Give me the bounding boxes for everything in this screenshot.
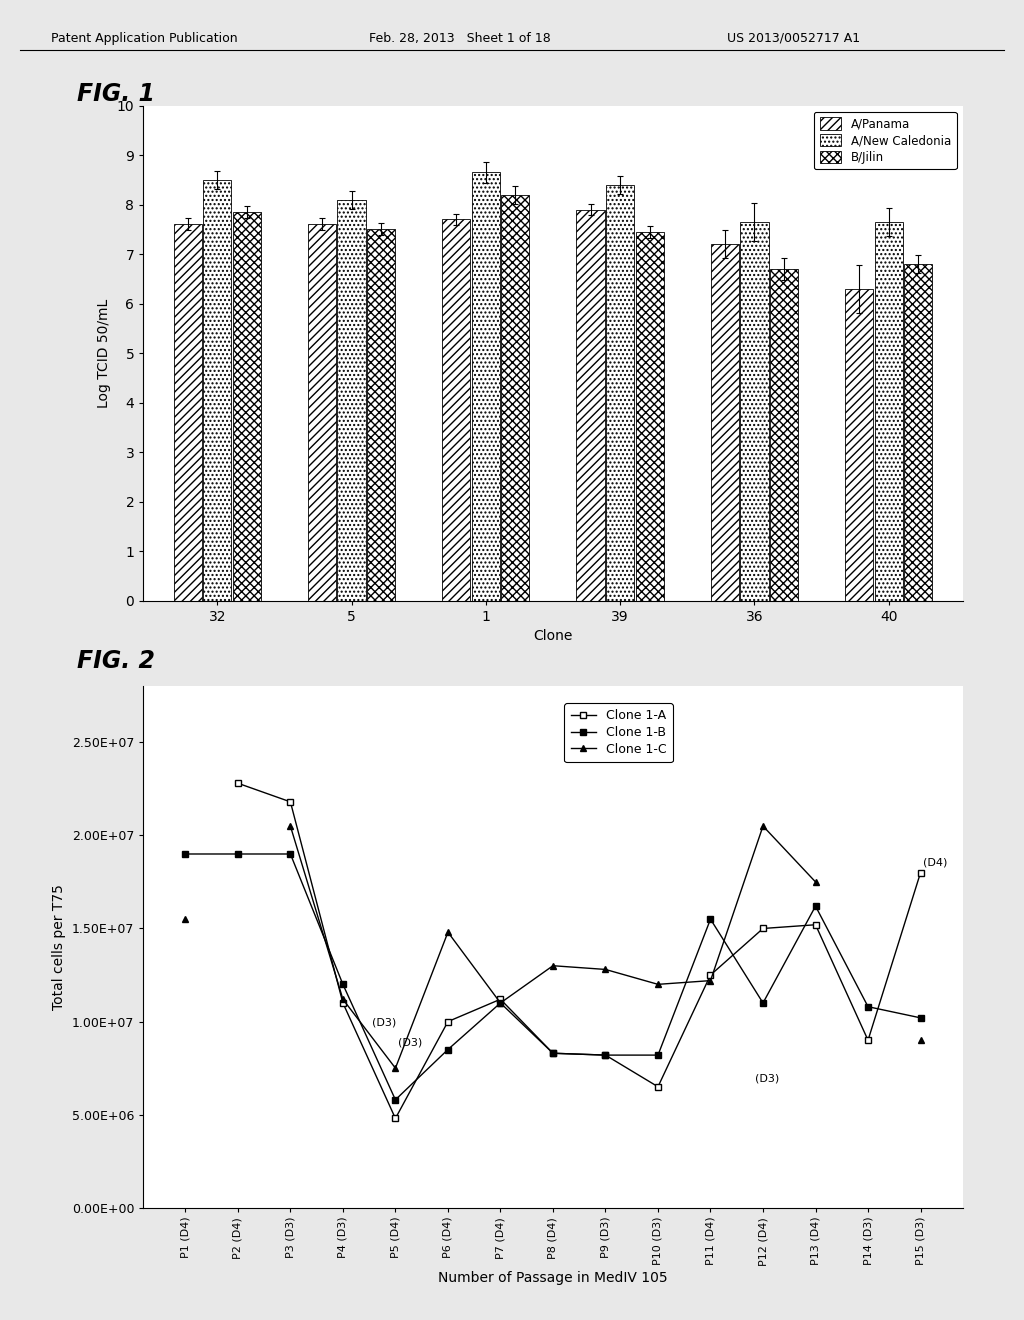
Clone 1-A	[757, 920, 769, 936]
Clone 1-A	[231, 775, 244, 791]
Clone 1-A	[705, 968, 717, 983]
Text: Feb. 28, 2013   Sheet 1 of 18: Feb. 28, 2013 Sheet 1 of 18	[369, 32, 550, 45]
Legend: Clone 1-A, Clone 1-B, Clone 1-C: Clone 1-A, Clone 1-B, Clone 1-C	[564, 704, 673, 762]
Text: (D3): (D3)	[398, 1038, 422, 1048]
Bar	[232, 213, 261, 601]
Clone 1-A	[495, 991, 507, 1007]
Clone 1-A	[914, 865, 927, 880]
Bar	[308, 224, 336, 601]
Clone 1-A	[441, 1014, 454, 1030]
Text: FIG. 2: FIG. 2	[77, 649, 155, 673]
Bar	[338, 199, 366, 601]
Clone 1-B	[547, 1045, 559, 1061]
Y-axis label: Total cells per T75: Total cells per T75	[52, 884, 67, 1010]
Clone 1-B	[441, 1041, 454, 1057]
Clone 1-A	[337, 995, 349, 1011]
Clone 1-B	[599, 1047, 611, 1063]
Clone 1-A	[599, 1047, 611, 1063]
Bar	[874, 222, 903, 601]
Bar	[606, 185, 634, 601]
Clone 1-A	[652, 1078, 665, 1094]
Text: Patent Application Publication: Patent Application Publication	[51, 32, 238, 45]
Bar	[367, 230, 395, 601]
Bar	[577, 210, 604, 601]
Line: Clone 1-B: Clone 1-B	[182, 850, 924, 1104]
Text: (D3): (D3)	[372, 1018, 396, 1027]
Clone 1-B	[705, 911, 717, 927]
X-axis label: Number of Passage in MedIV 105: Number of Passage in MedIV 105	[438, 1271, 668, 1286]
X-axis label: Clone: Clone	[534, 630, 572, 643]
Bar	[770, 269, 798, 601]
Clone 1-B	[914, 1010, 927, 1026]
Clone 1-B	[337, 977, 349, 993]
Bar	[711, 244, 739, 601]
Bar	[203, 180, 231, 601]
Clone 1-A	[547, 1045, 559, 1061]
Text: FIG. 1: FIG. 1	[77, 82, 155, 106]
Y-axis label: Log TCID 50/mL: Log TCID 50/mL	[97, 298, 112, 408]
Line: Clone 1-A: Clone 1-A	[234, 780, 924, 1122]
Bar	[740, 222, 768, 601]
Bar	[636, 232, 664, 601]
Clone 1-B	[389, 1092, 401, 1107]
Clone 1-A	[389, 1110, 401, 1126]
Text: (D3): (D3)	[755, 1073, 779, 1084]
Clone 1-B	[652, 1047, 665, 1063]
Clone 1-B	[495, 995, 507, 1011]
Clone 1-A	[285, 793, 297, 809]
Clone 1-B	[231, 846, 244, 862]
Clone 1-B	[862, 999, 874, 1015]
Clone 1-B	[179, 846, 191, 862]
Bar	[904, 264, 932, 601]
Clone 1-A	[809, 917, 821, 933]
Legend: A/Panama, A/New Caledonia, B/Jilin: A/Panama, A/New Caledonia, B/Jilin	[814, 111, 956, 169]
Clone 1-B	[809, 898, 821, 913]
Bar	[472, 173, 500, 601]
Bar	[502, 194, 529, 601]
Bar	[845, 289, 873, 601]
Text: (D4): (D4)	[924, 857, 947, 867]
Bar	[442, 219, 470, 601]
Clone 1-B	[757, 995, 769, 1011]
Clone 1-A	[862, 1032, 874, 1048]
Bar	[174, 224, 202, 601]
Text: US 2013/0052717 A1: US 2013/0052717 A1	[727, 32, 860, 45]
Clone 1-B	[285, 846, 297, 862]
